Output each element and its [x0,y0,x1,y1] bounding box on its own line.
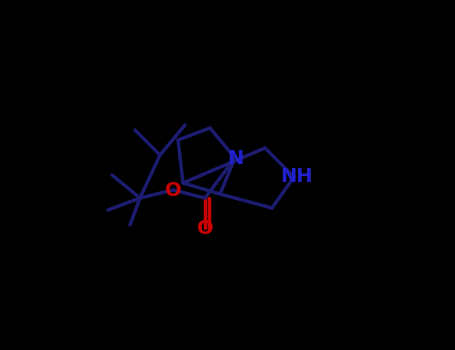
Text: N: N [227,148,243,168]
Text: O: O [165,181,181,199]
Text: O: O [197,218,213,238]
Text: NH: NH [280,168,312,187]
